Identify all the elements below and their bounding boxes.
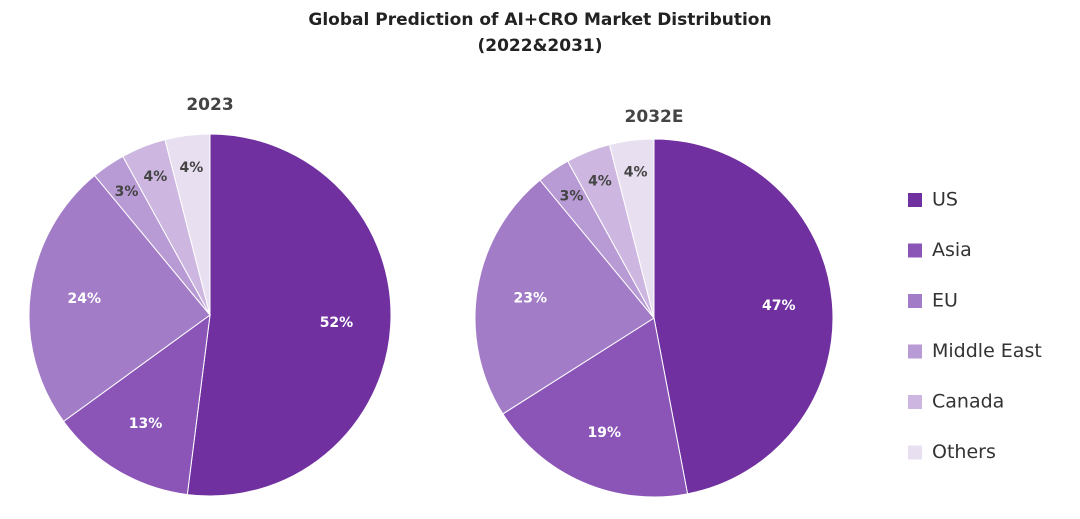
pie-title: 2023 xyxy=(186,95,233,115)
legend-swatch xyxy=(908,193,922,207)
chart-subtitle: (2022&2031) xyxy=(478,36,603,56)
data-label: 47% xyxy=(762,298,796,314)
data-label: 52% xyxy=(320,315,354,331)
legend-swatch xyxy=(908,243,922,258)
legend-label: US xyxy=(932,189,958,211)
chart-title: Global Prediction of AI+CRO Market Distr… xyxy=(308,10,771,30)
legend-swatch xyxy=(908,395,922,409)
data-label: 3% xyxy=(560,189,584,205)
legend-swatch xyxy=(908,344,922,359)
legend-swatch xyxy=(908,294,922,308)
data-label: 3% xyxy=(115,184,139,200)
legend-label: Middle East xyxy=(932,340,1042,362)
legend-label: Asia xyxy=(932,239,972,261)
data-label: 4% xyxy=(588,174,612,190)
data-label: 23% xyxy=(513,290,547,306)
data-label: 4% xyxy=(180,160,204,176)
data-label: 19% xyxy=(587,425,621,441)
data-label: 4% xyxy=(143,169,167,185)
legend-label: Canada xyxy=(932,391,1004,413)
data-label: 13% xyxy=(129,416,163,432)
data-label: 24% xyxy=(68,291,102,307)
legend-swatch xyxy=(908,445,922,460)
pie-slice xyxy=(186,133,392,497)
legend-label: EU xyxy=(932,290,958,312)
pie-slice xyxy=(62,313,211,496)
legend-label: Others xyxy=(932,441,996,463)
pie-slice xyxy=(164,133,211,316)
pie-slice xyxy=(28,174,211,423)
pie-slice xyxy=(608,138,655,319)
pie-slice xyxy=(502,317,689,498)
pie-slice xyxy=(474,179,655,415)
pie-slice xyxy=(653,138,834,495)
data-label: 4% xyxy=(624,164,648,180)
pie-title: 2032E xyxy=(625,107,684,127)
